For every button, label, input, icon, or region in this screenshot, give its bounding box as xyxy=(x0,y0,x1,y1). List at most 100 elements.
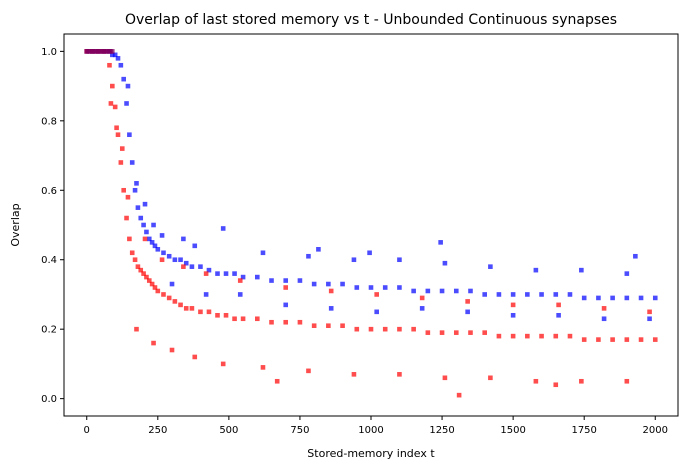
data-point-series-1 xyxy=(354,326,360,332)
data-point-series-0 xyxy=(232,271,237,276)
data-point-series-0 xyxy=(382,285,388,290)
data-point-series-1 xyxy=(533,378,539,384)
data-point-series-1 xyxy=(220,361,226,367)
data-point-series-1 xyxy=(556,302,561,308)
data-point-series-1 xyxy=(178,302,183,308)
data-point-series-0 xyxy=(596,295,601,301)
data-point-series-0 xyxy=(121,76,126,82)
data-point-series-1 xyxy=(306,368,311,374)
data-point-series-1 xyxy=(283,285,289,290)
data-point-series-0 xyxy=(368,285,374,290)
data-point-series-1 xyxy=(610,337,615,342)
data-point-series-1 xyxy=(411,326,416,332)
data-point-series-1 xyxy=(215,312,220,318)
data-point-series-1 xyxy=(340,323,345,329)
data-point-series-1 xyxy=(127,236,132,242)
data-point-series-1 xyxy=(647,309,652,315)
data-point-series-0 xyxy=(633,253,638,259)
data-point-series-0 xyxy=(125,83,131,89)
y-tick-label: 0.6 xyxy=(41,186,57,197)
data-point-series-1 xyxy=(567,333,573,339)
data-point-series-1 xyxy=(112,104,118,110)
data-point-series-1 xyxy=(326,323,331,329)
data-point-series-0 xyxy=(283,302,289,308)
data-point-series-0 xyxy=(237,292,243,297)
data-point-series-0 xyxy=(255,274,260,280)
data-point-series-0 xyxy=(425,288,431,294)
data-point-series-1 xyxy=(539,333,544,339)
data-point-series-0 xyxy=(283,278,289,283)
data-point-series-1 xyxy=(129,250,135,256)
data-point-series-0 xyxy=(142,201,148,207)
data-point-series-0 xyxy=(240,274,246,280)
data-point-series-0 xyxy=(169,281,175,287)
data-point-series-0 xyxy=(146,236,152,242)
data-point-series-1 xyxy=(510,302,516,308)
data-point-series-0 xyxy=(539,292,544,297)
data-point-series-1 xyxy=(397,326,402,332)
data-point-series-1 xyxy=(442,375,448,381)
data-point-series-1 xyxy=(181,264,186,269)
data-point-series-1 xyxy=(601,306,607,311)
data-point-series-1 xyxy=(149,281,155,287)
data-point-series-0 xyxy=(556,312,561,318)
data-point-series-0 xyxy=(124,101,129,106)
data-point-series-1 xyxy=(525,333,530,339)
data-point-series-1 xyxy=(119,146,125,151)
data-point-series-1 xyxy=(419,295,425,301)
data-point-series-0 xyxy=(340,281,345,287)
data-point-series-0 xyxy=(316,247,321,252)
data-point-series-1 xyxy=(110,83,115,89)
data-point-series-1 xyxy=(124,215,129,221)
data-point-series-1 xyxy=(161,292,166,297)
data-point-series-1 xyxy=(240,316,246,322)
data-point-series-1 xyxy=(439,330,445,335)
data-point-series-0 xyxy=(328,306,334,311)
data-point-series-0 xyxy=(129,160,135,165)
data-point-series-1 xyxy=(596,337,601,342)
data-point-series-0 xyxy=(149,240,155,245)
data-point-series-0 xyxy=(533,267,539,273)
data-point-series-1 xyxy=(203,271,209,276)
data-point-series-1 xyxy=(482,330,487,335)
data-point-series-1 xyxy=(274,378,280,384)
data-point-series-0 xyxy=(198,264,203,269)
data-point-series-0 xyxy=(115,56,121,61)
data-point-series-0 xyxy=(581,295,587,301)
data-point-series-0 xyxy=(419,306,425,311)
data-point-series-0 xyxy=(151,222,156,228)
data-point-series-0 xyxy=(525,292,530,297)
x-axis-ticks: 0 250 500 750 1000 1250 1500 1750 2000 xyxy=(84,416,668,436)
data-point-series-0 xyxy=(624,271,630,276)
data-point-series-1 xyxy=(223,312,229,318)
data-point-series-1 xyxy=(138,267,144,273)
y-tick-label: 0.0 xyxy=(41,394,57,405)
data-point-series-1 xyxy=(114,125,119,131)
data-point-series-1 xyxy=(155,288,161,294)
data-point-series-0 xyxy=(453,288,459,294)
x-tick-label: 1000 xyxy=(358,425,383,436)
data-point-series-1 xyxy=(624,378,630,384)
data-point-series-1 xyxy=(108,101,114,106)
data-point-series-0 xyxy=(206,267,212,273)
data-point-series-1 xyxy=(232,316,237,322)
data-point-series-0 xyxy=(166,253,172,259)
data-point-series-0 xyxy=(647,316,652,322)
data-point-series-0 xyxy=(181,236,186,242)
data-point-series-0 xyxy=(141,222,146,228)
data-point-series-0 xyxy=(439,288,445,294)
data-point-series-1 xyxy=(189,306,195,311)
x-tick-label: 1500 xyxy=(500,425,525,436)
data-point-series-0 xyxy=(127,132,132,138)
data-point-series-0 xyxy=(260,250,266,256)
data-point-series-0 xyxy=(326,281,331,287)
data-point-series-1 xyxy=(134,326,139,332)
data-point-series-1 xyxy=(169,347,175,353)
data-point-series-1 xyxy=(397,372,402,377)
data-point-series-0 xyxy=(144,229,149,235)
data-point-series-0 xyxy=(138,215,144,221)
data-point-series-1 xyxy=(115,132,121,138)
data-point-series-1 xyxy=(125,194,131,200)
data-point-series-1 xyxy=(172,299,178,304)
x-tick-label: 1750 xyxy=(571,425,596,436)
